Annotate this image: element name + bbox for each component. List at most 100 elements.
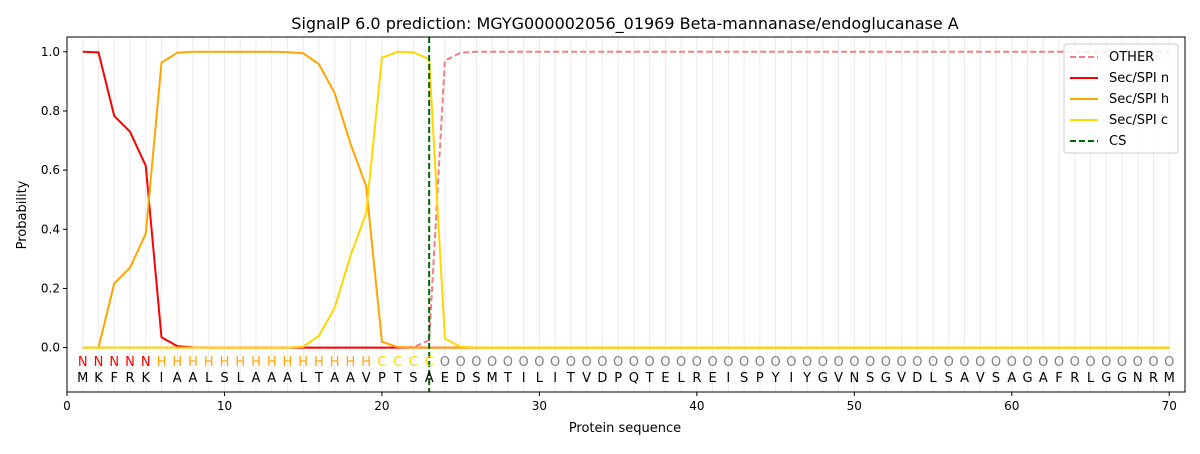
x-tick-label: 40 [689, 399, 704, 413]
region-label: O [770, 355, 780, 370]
residue-letter: S [409, 371, 417, 386]
residue-letter: V [582, 371, 591, 386]
region-label: O [1007, 355, 1017, 370]
region-label: O [1085, 355, 1095, 370]
region-label: O [440, 355, 450, 370]
region-label: O [471, 355, 481, 370]
residue-letter: A [1039, 371, 1048, 386]
residue-letter: I [553, 371, 557, 386]
region-label: H [172, 355, 182, 370]
residue-letter: L [300, 371, 308, 386]
residue-letter: R [125, 371, 134, 386]
residue-letter: L [1087, 371, 1095, 386]
legend-entry: CS [1109, 134, 1126, 149]
plot-frame [66, 36, 1186, 393]
region-label: O [865, 355, 875, 370]
residue-letter: D [912, 371, 922, 386]
x-tick-label: 30 [532, 399, 547, 413]
x-tick-label: 60 [1004, 399, 1019, 413]
residue-letter: L [929, 371, 937, 386]
residue-letter: T [503, 371, 512, 386]
region-label: O [818, 355, 828, 370]
residue-letter: G [1022, 371, 1032, 386]
residue-letter: S [945, 371, 953, 386]
residue-letter: T [314, 371, 323, 386]
residue-letter: A [425, 371, 434, 386]
residue-letter: A [346, 371, 355, 386]
residue-letter: P [378, 371, 386, 386]
region-label: O [1038, 355, 1048, 370]
region-label: O [739, 355, 749, 370]
region-label: O [723, 355, 733, 370]
residue-letter: E [661, 371, 669, 386]
region-label: N [125, 355, 135, 370]
residue-letter: M [487, 371, 498, 386]
residue-letter: F [110, 371, 117, 386]
region-label: C [409, 355, 418, 370]
region-label: H [267, 355, 277, 370]
residue-letter: M [1164, 371, 1175, 386]
region-label: O [597, 355, 607, 370]
residue-letter: N [849, 371, 859, 386]
region-label: O [1148, 355, 1158, 370]
residue-letter: A [1007, 371, 1016, 386]
region-label: O [1054, 355, 1064, 370]
region-label: H [314, 355, 324, 370]
residue-letter: I [160, 371, 164, 386]
residue-letter: I [789, 371, 793, 386]
x-axis-label: Protein sequence [569, 421, 681, 436]
region-label: O [1117, 355, 1127, 370]
residue-letter: S [472, 371, 480, 386]
legend-entry: OTHER [1109, 50, 1154, 65]
residue-letter: D [597, 371, 607, 386]
region-label: N [94, 355, 104, 370]
region-label: O [1164, 355, 1174, 370]
residue-letter: V [976, 371, 985, 386]
residue-letter: G [1101, 371, 1111, 386]
residue-letter: T [393, 371, 402, 386]
region-label: O [786, 355, 796, 370]
residue-letter: A [252, 371, 261, 386]
residue-letter: G [818, 371, 828, 386]
x-tick-label: 20 [374, 399, 389, 413]
region-label: O [613, 355, 623, 370]
legend: OTHER Sec/SPI n Sec/SPI h Sec/SPI c CS [1063, 43, 1179, 154]
residue-letter: T [645, 371, 654, 386]
residue-letter: S [992, 371, 1000, 386]
region-label: O [896, 355, 906, 370]
residue-letter: L [536, 371, 544, 386]
region-label: O [550, 355, 560, 370]
residue-letter: S [740, 371, 748, 386]
series-line-sec-spi-n [82, 50, 1170, 349]
region-label: O [944, 355, 954, 370]
region-label: O [849, 355, 859, 370]
region-label: C [377, 355, 386, 370]
region-label: H [188, 355, 198, 370]
residue-letter: S [866, 371, 874, 386]
residue-letter: P [756, 371, 764, 386]
region-label: O [582, 355, 592, 370]
series-line-sec-spi-c [82, 50, 1170, 349]
residue-letter: V [834, 371, 843, 386]
legend-entry: Sec/SPI n [1109, 71, 1169, 86]
series-line-other [82, 50, 1170, 349]
residue-letter: K [94, 371, 103, 386]
region-label: O [534, 355, 544, 370]
residue-letter: Q [629, 371, 639, 386]
region-label: H [330, 355, 340, 370]
region-label: O [566, 355, 576, 370]
region-label: O [755, 355, 765, 370]
residue-letter: N [1133, 371, 1143, 386]
residue-letter: A [283, 371, 292, 386]
y-axis-label: Probability [15, 180, 30, 249]
region-label: O [1070, 355, 1080, 370]
region-label: N [78, 355, 88, 370]
region-label: O [519, 355, 529, 370]
region-label: N [141, 355, 151, 370]
region-label: H [235, 355, 245, 370]
residue-letter: R [1070, 371, 1079, 386]
region-label: H [346, 355, 356, 370]
x-tick-label: 10 [217, 399, 232, 413]
region-label: O [975, 355, 985, 370]
